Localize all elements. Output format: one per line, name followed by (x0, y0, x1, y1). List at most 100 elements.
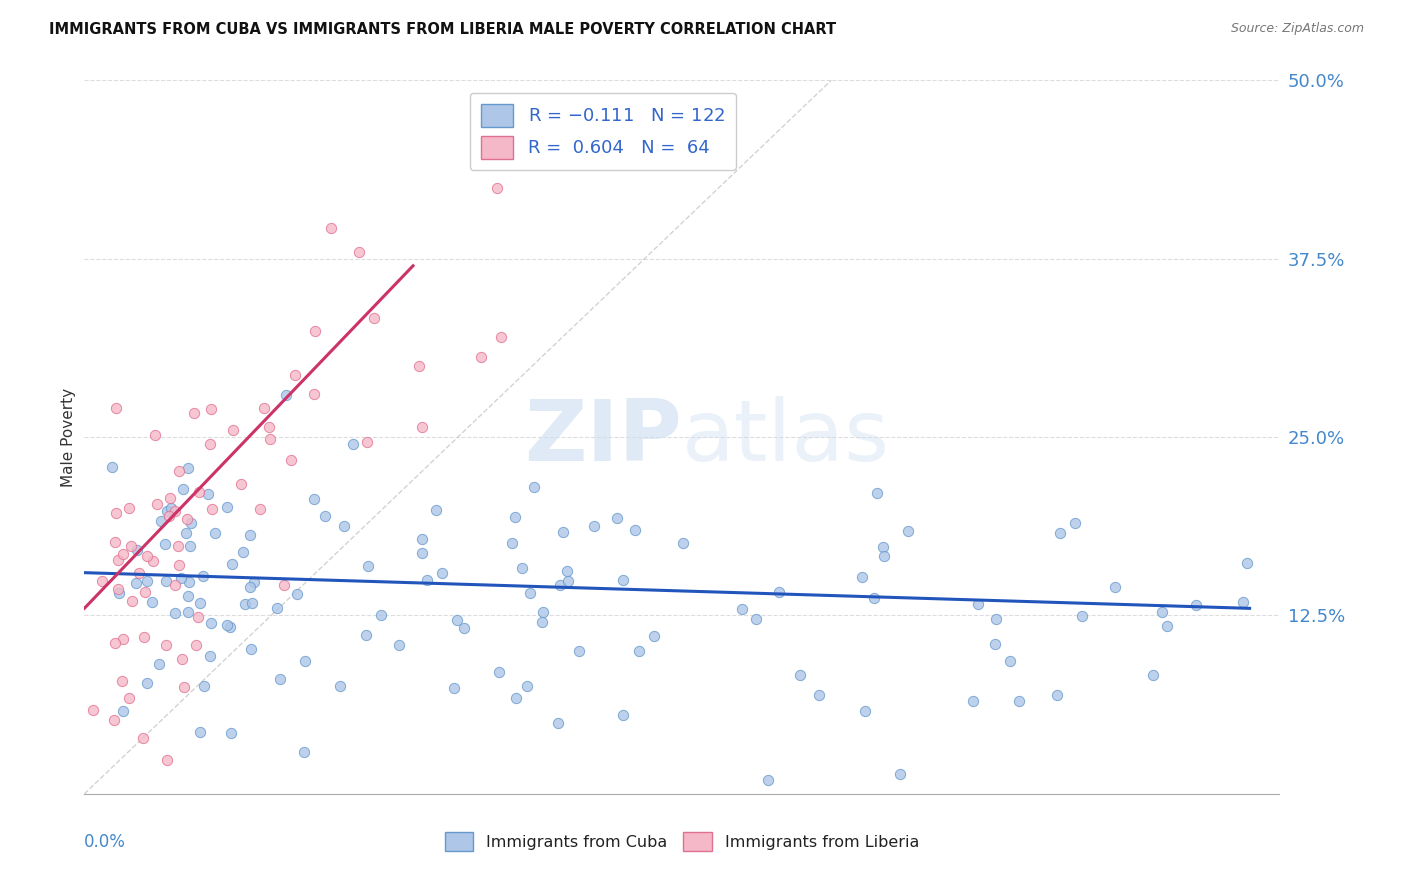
Point (354, 628, 377, 642)
Point (186, 638, 208, 652)
Point (156, 753, 179, 767)
Point (280, 453, 302, 467)
Point (177, 461, 200, 475)
Point (523, 480, 546, 494)
Point (156, 504, 179, 518)
Point (550, 578, 572, 592)
Point (430, 566, 453, 580)
Point (872, 541, 894, 555)
Point (304, 492, 326, 507)
Point (177, 605, 200, 619)
Point (1000, 654, 1022, 668)
Point (163, 607, 186, 621)
Point (853, 704, 876, 718)
Point (229, 476, 252, 491)
Point (201, 502, 224, 516)
Point (1063, 516, 1085, 531)
Point (530, 615, 553, 629)
Point (179, 575, 201, 590)
Point (453, 621, 475, 635)
Point (112, 632, 135, 646)
Point (1049, 525, 1071, 540)
Point (239, 527, 262, 541)
Point (273, 578, 295, 592)
Point (370, 607, 392, 622)
Point (768, 585, 790, 599)
Point (582, 519, 605, 533)
Point (411, 419, 433, 434)
Point (606, 510, 628, 524)
Point (142, 554, 165, 568)
Point (82, 703, 104, 717)
Point (889, 766, 911, 780)
Point (347, 245, 370, 260)
Point (612, 708, 634, 723)
Point (411, 546, 433, 560)
Point (155, 574, 177, 589)
Point (516, 679, 538, 693)
Point (333, 519, 356, 533)
Point (165, 578, 187, 592)
Point (148, 657, 170, 672)
Point (107, 552, 129, 566)
Point (231, 545, 253, 559)
Point (257, 420, 280, 434)
Text: Source: ZipAtlas.com: Source: ZipAtlas.com (1230, 22, 1364, 36)
Point (252, 401, 274, 416)
Point (555, 565, 578, 579)
Point (1236, 556, 1258, 570)
Point (121, 593, 143, 607)
Point (239, 580, 262, 594)
Point (242, 574, 264, 589)
Point (1071, 609, 1094, 624)
Point (1007, 693, 1029, 707)
Point (104, 635, 127, 649)
Point (107, 586, 129, 600)
Point (188, 596, 211, 610)
Point (141, 595, 163, 609)
Point (233, 597, 256, 611)
Point (488, 665, 510, 679)
Point (510, 560, 533, 574)
Point (388, 638, 411, 652)
Point (672, 536, 695, 550)
Point (962, 694, 984, 708)
Point (470, 350, 492, 364)
Point (425, 502, 447, 516)
Point (180, 516, 202, 531)
Point (153, 537, 176, 551)
Point (328, 679, 350, 693)
Point (157, 508, 180, 523)
Point (240, 596, 263, 610)
Point (174, 526, 197, 541)
Point (149, 514, 172, 528)
Point (167, 539, 190, 553)
Text: atlas: atlas (682, 395, 890, 479)
Point (193, 679, 215, 693)
Point (219, 726, 242, 740)
Point (489, 329, 512, 343)
Point (505, 690, 527, 705)
Point (1152, 605, 1174, 619)
Point (105, 506, 128, 520)
Point (217, 500, 239, 514)
Point (319, 220, 342, 235)
Point (266, 600, 288, 615)
Point (111, 673, 134, 688)
Point (191, 569, 214, 583)
Point (132, 630, 155, 644)
Point (745, 612, 768, 626)
Y-axis label: Male Poverty: Male Poverty (60, 387, 76, 487)
Point (408, 359, 430, 373)
Point (276, 388, 298, 402)
Point (134, 585, 156, 599)
Point (172, 482, 194, 496)
Point (643, 629, 665, 643)
Point (731, 602, 754, 616)
Point (628, 644, 651, 658)
Point (200, 648, 222, 663)
Point (851, 569, 873, 583)
Point (501, 536, 523, 550)
Point (416, 573, 439, 587)
Point (160, 500, 183, 515)
